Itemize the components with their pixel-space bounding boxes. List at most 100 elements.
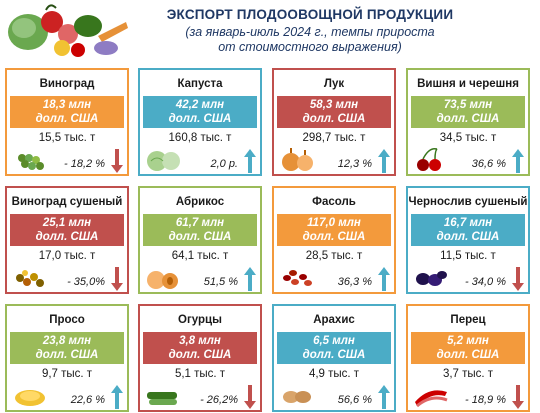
page-subtitle: (за январь-июль 2024 г., темпы прироста …	[150, 25, 470, 55]
export-value-banner: 42,2 млн долл. США	[143, 96, 257, 128]
export-volume: 4,9 тыс. т	[308, 368, 360, 380]
product-card: Капуста 42,2 млн долл. США 160,8 тыс. т 2,0 …	[138, 68, 262, 176]
cucumber-icon	[147, 392, 177, 405]
apricot-icon	[147, 271, 178, 289]
export-value-amount: 42,2 млн	[175, 99, 225, 111]
export-volume: 17,0 тыс. т	[38, 250, 96, 262]
export-value-amount: 61,7 млн	[175, 217, 225, 229]
export-value-amount: 6,5 млн	[313, 335, 355, 347]
growth-rate: 56,6 %	[337, 394, 372, 406]
export-volume: 3,7 тыс. т	[442, 368, 494, 380]
product-card: Арахис 6,5 млн долл. США 4,9 тыс. т 56,6 %	[272, 304, 396, 412]
product-name: Виноград	[39, 78, 95, 90]
export-volume: 34,5 тыс. т	[439, 132, 497, 144]
product-name: Капуста	[177, 78, 223, 90]
arrow-up-icon	[244, 267, 256, 291]
arrow-down-icon	[111, 149, 123, 173]
cherry-icon	[417, 147, 441, 171]
product-name: Лук	[323, 78, 345, 90]
product-card: Виноград 18,3 млн долл. США 15,5 тыс. т - 18…	[5, 68, 129, 176]
export-volume: 5,1 тыс. т	[174, 368, 226, 380]
cabbage-icon	[147, 151, 180, 171]
export-value-banner: 73,5 млн долл. США	[411, 96, 525, 128]
export-value-amount: 117,0 млн	[307, 217, 361, 229]
export-value-amount: 23,8 млн	[42, 335, 92, 347]
export-value-amount: 16,7 млн	[443, 217, 493, 229]
growth-rate: - 18,2 %	[64, 158, 105, 170]
growth-rate: - 35,0%	[67, 276, 105, 288]
product-card: Виноград сушеный 25,1 млн долл. США 17,0 ты…	[5, 186, 129, 294]
export-value-amount: 25,1 млн	[42, 217, 92, 229]
raisins-icon	[16, 270, 44, 287]
growth-rate: 22,6 %	[70, 394, 105, 406]
subtitle-line-1: (за январь-июль 2024 г., темпы прироста	[185, 25, 435, 39]
export-value-unit: долл. США	[168, 231, 232, 243]
product-name: Вишня и черешня	[417, 78, 519, 90]
export-value-unit: долл. США	[35, 113, 99, 125]
arrow-up-icon	[512, 149, 524, 173]
peanut-icon	[283, 391, 311, 403]
export-value-unit: долл. США	[436, 349, 500, 361]
export-value-unit: долл. США	[35, 349, 99, 361]
arrow-up-icon	[378, 149, 390, 173]
export-value-banner: 3,8 млн долл. США	[143, 332, 257, 364]
export-volume: 160,8 тыс. т	[168, 132, 232, 144]
export-value-banner: 5,2 млн долл. США	[411, 332, 525, 364]
pepper-icon	[415, 390, 448, 408]
export-value-unit: долл. США	[436, 231, 500, 243]
growth-rate: 12,3 %	[337, 158, 372, 170]
growth-rate: - 26,2%	[200, 394, 238, 406]
export-value-banner: 18,3 млн долл. США	[10, 96, 124, 128]
export-value-amount: 3,8 млн	[179, 335, 221, 347]
product-name: Абрикос	[175, 196, 225, 208]
subtitle-line-2: от стоимостного выражения)	[218, 40, 402, 54]
export-value-amount: 73,5 млн	[443, 99, 493, 111]
arrow-up-icon	[378, 267, 390, 291]
grapes-icon	[18, 154, 44, 170]
product-name: Просо	[49, 314, 85, 326]
product-name: Перец	[450, 314, 486, 326]
export-value-amount: 5,2 млн	[447, 335, 489, 347]
arrow-up-icon	[244, 149, 256, 173]
export-volume: 64,1 тыс. т	[171, 250, 229, 262]
arrow-down-icon	[244, 385, 256, 409]
product-name: Арахис	[313, 314, 355, 326]
product-card: Перец 5,2 млн долл. США 3,7 тыс. т - 18,9 %	[406, 304, 530, 412]
export-value-amount: 58,3 млн	[309, 99, 359, 111]
growth-rate: - 18,9 %	[465, 394, 506, 406]
export-volume: 28,5 тыс. т	[305, 250, 363, 262]
arrow-up-icon	[111, 385, 123, 409]
export-value-unit: долл. США	[436, 113, 500, 125]
export-volume: 15,5 тыс. т	[38, 132, 96, 144]
growth-rate: 51,5 %	[203, 276, 238, 288]
arrow-up-icon	[378, 385, 390, 409]
export-value-unit: долл. США	[302, 231, 366, 243]
export-value-unit: долл. США	[168, 113, 232, 125]
product-card: Огурцы 3,8 млн долл. США 5,1 тыс. т - 26,2%	[138, 304, 262, 412]
export-value-banner: 6,5 млн долл. США	[277, 332, 391, 364]
export-value-banner: 23,8 млн долл. США	[10, 332, 124, 364]
product-card: Лук 58,3 млн долл. США 298,7 тыс. т 12,3 %	[272, 68, 396, 176]
export-value-amount: 18,3 млн	[42, 99, 92, 111]
export-value-banner: 58,3 млн долл. США	[277, 96, 391, 128]
growth-rate: 2,0 р.	[210, 158, 238, 170]
product-name: Виноград сушеный	[11, 196, 123, 208]
export-value-banner: 16,7 млн долл. США	[411, 214, 525, 246]
export-volume: 11,5 тыс. т	[440, 250, 496, 262]
prunes-icon	[416, 271, 447, 286]
export-value-banner: 61,7 млн долл. США	[143, 214, 257, 246]
export-volume: 298,7 тыс. т	[302, 132, 366, 144]
export-volume: 9,7 тыс. т	[41, 368, 93, 380]
product-card: Фасоль 117,0 млн долл. США 28,5 тыс. т 36,3 …	[272, 186, 396, 294]
growth-rate: 36,6 %	[471, 158, 506, 170]
beans-icon	[283, 270, 312, 286]
millet-icon	[15, 390, 45, 406]
growth-rate: - 34,0 %	[465, 276, 506, 288]
export-value-unit: долл. США	[302, 349, 366, 361]
export-value-unit: долл. США	[168, 349, 232, 361]
vegetables-illustration	[8, 4, 128, 57]
product-name: Чернослив сушеный	[408, 196, 528, 208]
export-value-banner: 117,0 млн долл. США	[277, 214, 391, 246]
product-name: Огурцы	[178, 314, 222, 326]
product-name: Фасоль	[312, 196, 356, 208]
